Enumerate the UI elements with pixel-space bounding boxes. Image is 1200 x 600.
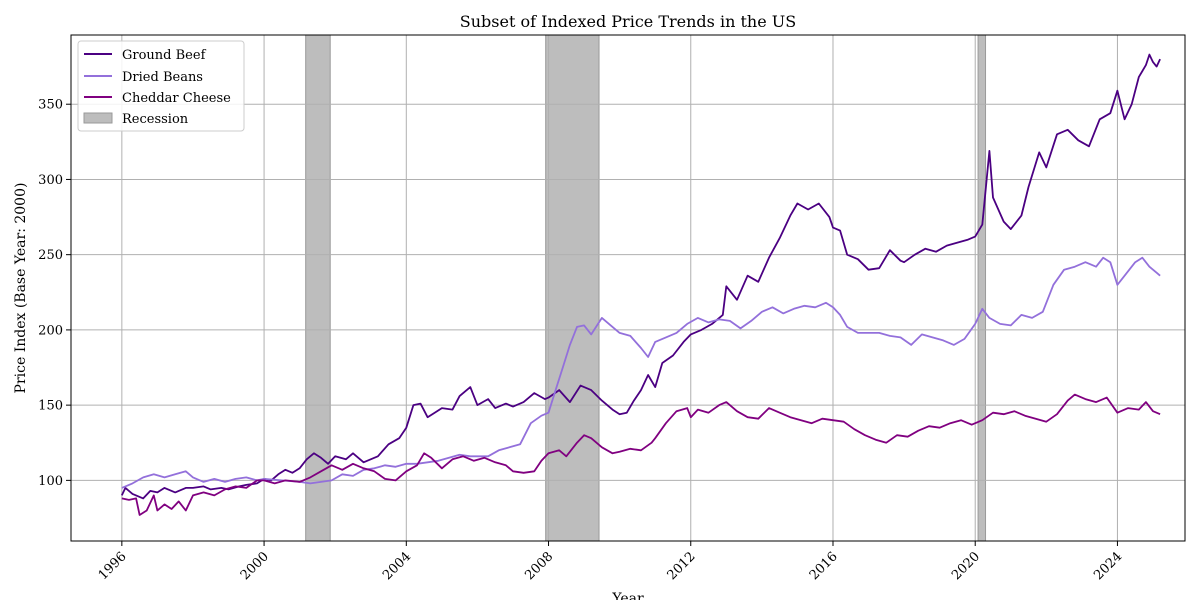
series-line-dried-beans	[121, 256, 1161, 489]
x-tick-label-2016: 2016	[807, 549, 841, 583]
y-axis-label: Price Index (Base Year: 2000)	[13, 183, 29, 394]
x-tick-label-2000: 2000	[238, 549, 272, 583]
y-tick-label-200: 200	[38, 323, 63, 338]
series-line-ground-beef	[120, 53, 1161, 500]
chart-title: Subset of Indexed Price Trends in the US	[460, 12, 796, 31]
recession-band-1	[305, 34, 331, 542]
y-tick-label-250: 250	[38, 248, 63, 263]
recession-band-3	[977, 34, 987, 542]
legend-label-ground-beef: Ground Beef	[122, 48, 207, 63]
x-tick-label-2024: 2024	[1091, 549, 1125, 583]
y-tick-label-350: 350	[38, 98, 63, 113]
y-tick-label-150: 150	[38, 399, 63, 414]
legend-box	[77, 40, 245, 132]
x-tick-label-2020: 2020	[949, 549, 983, 583]
legend-label-recession: Recession	[122, 112, 189, 127]
legend-label-cheddar-cheese: Cheddar Cheese	[122, 91, 231, 106]
x-tick-label-2004: 2004	[380, 549, 414, 583]
y-axis-ticks: 100 150 200 250 300 350	[38, 98, 71, 489]
recession-bands	[305, 34, 987, 542]
y-tick-label-300: 300	[38, 173, 63, 188]
series-lines	[120, 53, 1161, 516]
y-tick-label-100: 100	[38, 474, 63, 489]
x-tick-label-1996: 1996	[96, 549, 130, 583]
x-tick-label-2008: 2008	[522, 549, 556, 583]
grid-lines	[71, 35, 1185, 541]
x-axis-label: Year	[611, 591, 644, 600]
axes-frame	[70, 34, 1186, 542]
x-tick-label-2012: 2012	[665, 549, 699, 583]
legend-swatch-recession	[83, 112, 113, 124]
recession-band-2	[545, 34, 600, 542]
series-line-cheddar-cheese	[121, 393, 1161, 516]
x-axis-ticks: 1996 2000 2004 2008 2012 2016 2020 2024	[96, 541, 1125, 583]
legend-label-dried-beans: Dried Beans	[122, 70, 203, 85]
legend: Ground Beef Dried Beans Cheddar Cheese R…	[77, 40, 245, 132]
